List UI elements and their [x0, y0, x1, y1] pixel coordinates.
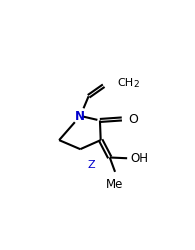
Text: 2: 2	[133, 80, 139, 88]
Text: Me: Me	[106, 178, 124, 190]
Text: O: O	[129, 112, 138, 125]
Text: OH: OH	[130, 152, 148, 164]
Text: CH: CH	[117, 78, 133, 88]
Text: N: N	[75, 110, 85, 123]
Text: Z: Z	[88, 160, 95, 170]
